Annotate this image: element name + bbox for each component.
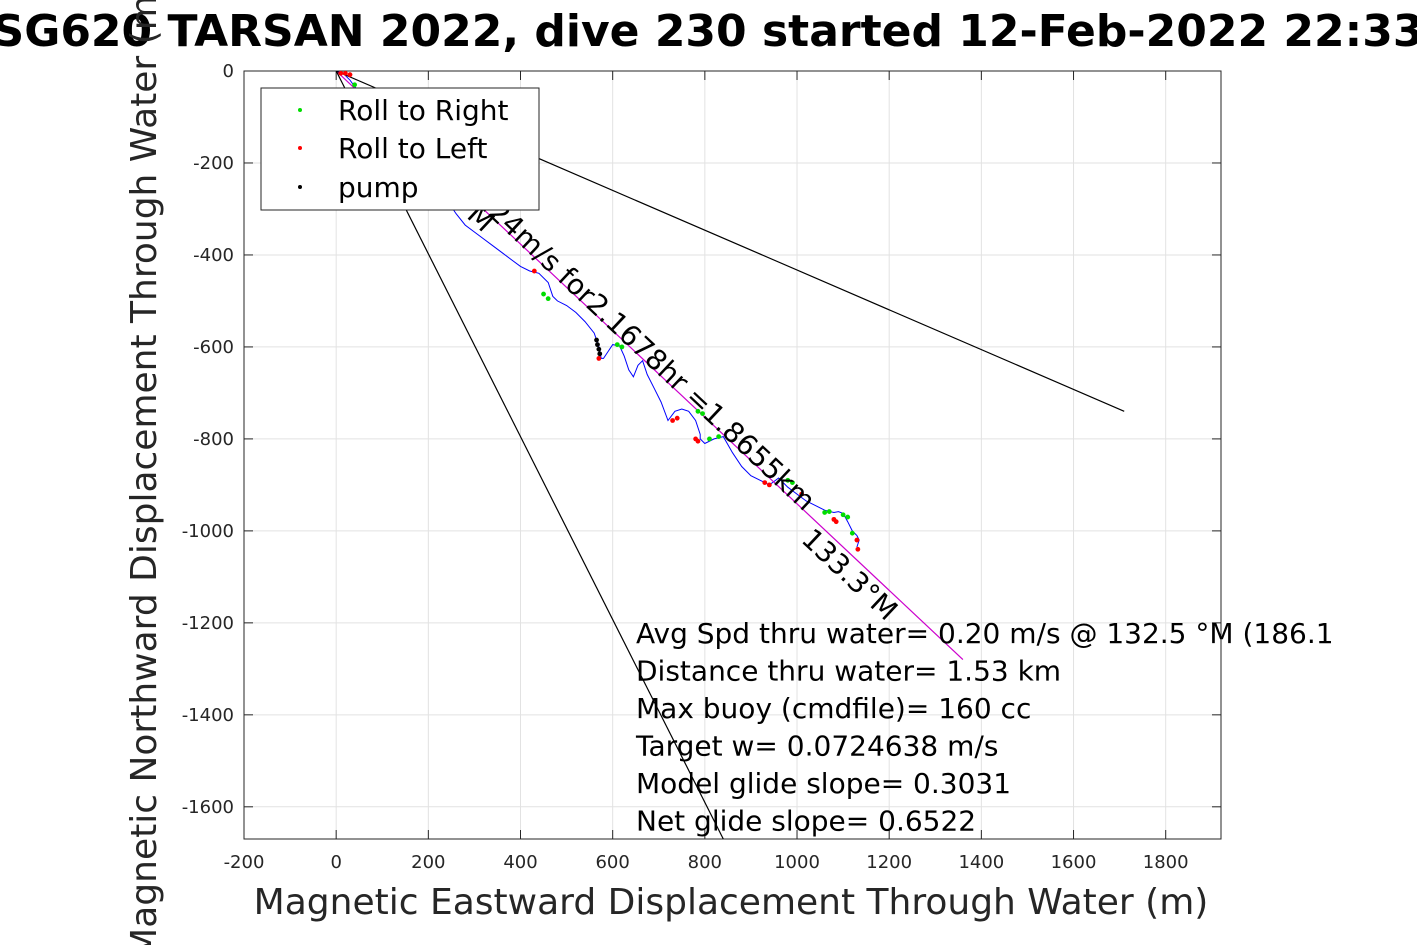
stats-line: Distance thru water= 1.53 km [636,655,1061,688]
roll-left-point [695,438,701,444]
x-tick-label: 1200 [866,852,912,873]
chart-title: SG620 TARSAN 2022, dive 230 started 12-F… [0,6,1417,57]
roll-left-point [531,268,537,274]
stats-line: Max buoy (cmdfile)= 160 cc [636,692,1031,725]
stats-line: Model glide slope= 0.3031 [636,767,1011,800]
roll-right-point [826,509,832,514]
stats-line: Net glide slope= 0.6522 [636,805,976,838]
roll-right-point [845,514,851,520]
roll-left-point [855,546,861,552]
x-tick-label: -200 [224,852,265,873]
roll-left-point [833,519,839,525]
x-tick-label: 800 [688,852,722,873]
roll-left-point [799,491,805,497]
roll-right-point [700,411,705,417]
y-tick-label: 0 [223,61,234,82]
legend-marker-roll-right [298,108,302,112]
roll-left-point [342,71,348,76]
roll-left-point [854,537,860,543]
x-tick-label: 1800 [1143,852,1189,873]
y-tick-label: -200 [193,153,234,174]
dive-stats: Avg Spd thru water= 0.20 m/s @ 132.5 °M … [635,617,1334,838]
roll-right-point [716,434,722,440]
x-axis-label: Magnetic Eastward Displacement Through W… [254,882,1209,923]
legend: Roll to Right Roll to Left pump [260,87,540,211]
pump-point [594,337,599,343]
plot-frame [243,70,1222,840]
roll-left-point [674,415,680,421]
y-tick-label: -1600 [182,797,234,818]
legend-marker-pump [298,185,302,189]
roll-left-point [670,418,675,423]
pump-point [596,346,602,352]
roll-right-point [840,512,846,518]
roll-left-point [347,72,353,78]
roll-right-point [619,344,625,350]
roll-right-point [545,296,551,302]
roll-left-point [766,482,772,488]
x-tick-label: 400 [503,852,537,873]
roll-right-point [695,408,701,414]
roll-right-point [822,510,828,515]
x-tick-label: 600 [595,852,629,873]
y-tick-label: -800 [193,429,234,450]
x-tick-label: 200 [411,852,445,873]
roll-right-point [785,477,791,483]
y-tick-label: -1000 [182,521,234,542]
y-tick-label: -400 [193,245,234,266]
roll-right-point [352,82,358,88]
legend-box [260,87,540,211]
x-tick-label: 1600 [1051,852,1097,873]
legend-label-roll-left: Roll to Left [338,132,487,165]
roll-right-point [614,342,620,348]
stats-line: Target w= 0.0724638 m/s [635,730,998,763]
pump-point [597,351,603,357]
roll-right-point [790,480,795,485]
course-annotation-heading: 133.3°M [795,522,904,627]
y-axis-label: Magnetic Northward Displacement Through … [124,0,165,945]
legend-label-roll-right: Roll to Right [338,94,509,127]
y-tick-label: -1400 [182,705,234,726]
roll-right-point [541,291,546,297]
legend-label-pump: pump [338,171,419,204]
roll-left-point [338,71,344,76]
markers [338,71,861,552]
pump-point [595,342,600,348]
legend-marker-roll-left [298,146,302,150]
axis-ticks: -200 0 200 400 600 800 1000 1200 1400 1600 1800 0 -2… [182,61,1221,873]
x-tick-label: 1000 [774,852,820,873]
x-tick-label: 1400 [958,852,1004,873]
roll-right-point [849,530,855,536]
x-tick-label: 0 [330,852,341,873]
roll-right-point [707,436,712,442]
roll-left-point [596,356,602,361]
y-tick-label: -1200 [182,613,234,634]
stats-line: Avg Spd thru water= 0.20 m/s @ 132.5 °M … [636,617,1334,650]
y-tick-label: -600 [193,337,234,358]
roll-left-point [762,480,768,485]
